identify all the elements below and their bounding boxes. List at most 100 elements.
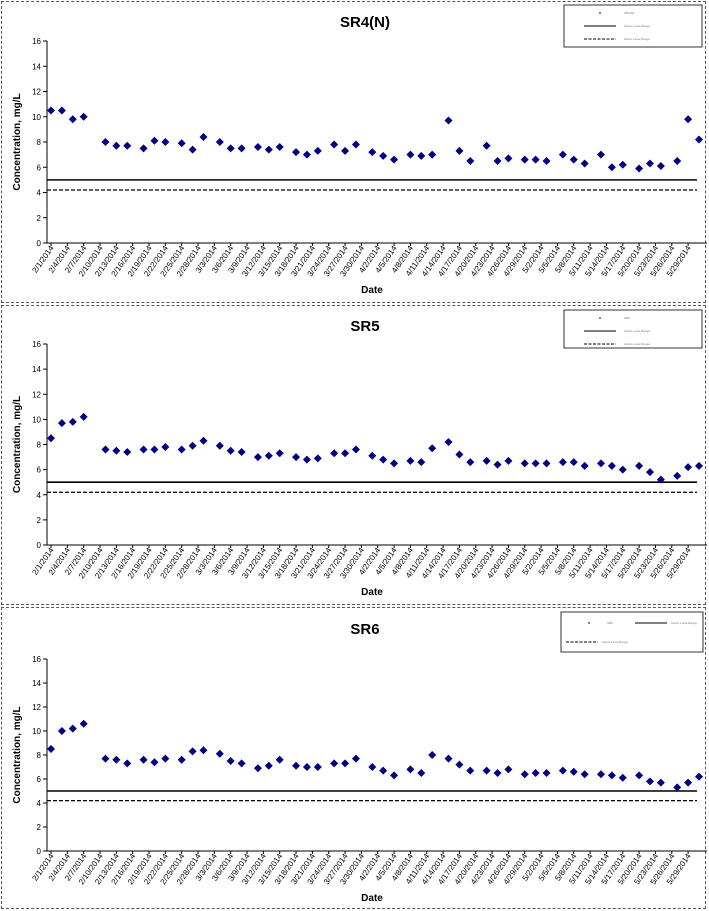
data-point xyxy=(161,754,170,763)
legend-label: Action Level Range xyxy=(624,37,650,41)
data-point xyxy=(139,755,148,764)
data-point xyxy=(428,150,437,159)
data-point xyxy=(504,765,513,774)
y-tick-label: 16 xyxy=(32,340,41,349)
data-point xyxy=(645,777,654,786)
y-tick-label: 6 xyxy=(37,466,42,475)
data-point xyxy=(504,456,513,465)
data-point xyxy=(264,761,273,770)
y-tick-label: 4 xyxy=(37,491,42,500)
data-point xyxy=(313,454,322,463)
data-point xyxy=(618,160,627,169)
legend-label: SR4(N) xyxy=(624,11,634,15)
y-tick-label: 6 xyxy=(37,775,42,784)
data-point xyxy=(112,446,121,455)
y-tick-label: 12 xyxy=(32,88,41,97)
data-point xyxy=(101,445,110,454)
data-point xyxy=(161,138,170,146)
data-point xyxy=(47,106,55,115)
y-tick-label: 0 xyxy=(37,239,42,248)
y-tick-label: 4 xyxy=(37,189,42,198)
data-point xyxy=(237,759,246,768)
data-point xyxy=(237,448,246,457)
y-tick-label: 0 xyxy=(37,541,42,550)
data-point xyxy=(580,770,589,779)
data-point xyxy=(79,412,88,421)
data-point xyxy=(275,449,284,458)
chart-legend: SR4(N) Action Level Range Action Level Ran… xyxy=(563,4,703,48)
data-point xyxy=(150,136,159,145)
data-point xyxy=(558,458,567,467)
data-point xyxy=(607,771,616,780)
x-axis-label: Date xyxy=(361,285,383,296)
data-point xyxy=(264,451,273,460)
data-point xyxy=(226,144,235,153)
data-point xyxy=(330,449,339,458)
data-point xyxy=(101,754,110,763)
data-point xyxy=(57,727,66,735)
chart-svg-sr6: SR602468101214162/1/20142/4/20142/7/2014… xyxy=(12,611,707,904)
legend-label: SR5 xyxy=(624,316,630,320)
data-point xyxy=(466,458,475,467)
legend-label: Action Level Range xyxy=(624,342,650,346)
data-point xyxy=(406,150,415,159)
data-point xyxy=(253,453,262,462)
data-point xyxy=(368,451,377,460)
chart-title: SR4(N) xyxy=(340,14,390,31)
data-point xyxy=(695,772,703,781)
x-axis-label: Date xyxy=(361,893,383,904)
data-point xyxy=(656,778,665,787)
data-point xyxy=(493,156,502,165)
data-point xyxy=(580,461,589,470)
y-tick-label: 6 xyxy=(37,163,42,172)
y-tick-label: 2 xyxy=(37,516,42,525)
legend-label: Action Level Range xyxy=(624,329,650,333)
chart-svg-sr4n: SR4(N)02468101214162/1/20142/4/20142/7/2… xyxy=(12,4,707,296)
legend-label: SR6 xyxy=(607,621,613,625)
y-axis-label: Concentration, mg/L xyxy=(12,706,23,803)
data-point xyxy=(569,155,578,164)
data-point xyxy=(123,141,132,150)
data-point xyxy=(444,754,453,763)
data-point xyxy=(493,769,502,777)
data-point xyxy=(68,724,77,733)
data-point xyxy=(302,150,311,159)
data-point xyxy=(390,155,399,164)
y-tick-label: 2 xyxy=(37,214,42,223)
data-point xyxy=(493,460,502,469)
x-axis-label: Date xyxy=(361,587,383,598)
data-point xyxy=(188,441,197,450)
data-point xyxy=(57,419,66,428)
data-point xyxy=(444,437,453,446)
data-point xyxy=(351,754,360,763)
data-point xyxy=(455,760,464,769)
chart-legend: SR6 Action Level Range Action Level Range xyxy=(560,611,704,653)
data-point xyxy=(482,456,491,465)
data-point xyxy=(150,758,159,767)
data-point xyxy=(161,443,170,452)
data-point xyxy=(292,453,301,462)
y-tick-label: 8 xyxy=(37,138,42,147)
y-tick-label: 4 xyxy=(37,799,42,808)
data-point xyxy=(673,783,682,792)
data-point xyxy=(684,115,693,124)
data-point xyxy=(596,770,605,779)
data-point xyxy=(520,459,529,468)
data-point xyxy=(188,747,197,756)
data-point xyxy=(542,769,551,777)
data-point xyxy=(79,719,88,728)
data-point xyxy=(656,475,665,484)
data-point xyxy=(542,459,551,468)
y-tick-label: 16 xyxy=(32,655,41,664)
data-point xyxy=(68,115,77,124)
data-point xyxy=(112,755,121,764)
data-point xyxy=(139,445,148,454)
data-point xyxy=(226,757,235,765)
data-point xyxy=(645,159,654,168)
data-point xyxy=(351,445,360,454)
data-point xyxy=(177,445,186,454)
y-axis-label: Concentration, mg/L xyxy=(12,396,23,493)
data-point xyxy=(635,461,644,470)
data-point xyxy=(302,455,311,464)
data-point xyxy=(531,769,540,777)
